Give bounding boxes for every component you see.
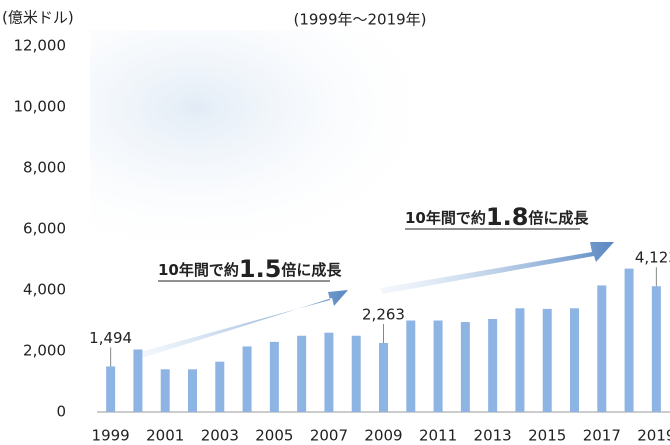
bar (270, 342, 279, 412)
x-tick-label: 1999 (92, 427, 130, 445)
bar (597, 285, 606, 412)
y-axis-label: (億米ドル) (2, 9, 74, 27)
bar (543, 309, 552, 412)
x-tick-label: 2007 (310, 427, 348, 445)
bar (243, 346, 252, 412)
data-label: 2,263 (362, 305, 405, 323)
y-tick-label: 6,000 (23, 220, 66, 238)
data-label: 4,123 (635, 249, 670, 267)
x-tick-label: 2011 (419, 427, 457, 445)
bar (652, 286, 661, 412)
annotation-text: 倍に成長 (281, 261, 342, 279)
y-tick-label: 2,000 (23, 342, 66, 360)
bar (625, 269, 634, 412)
bar (515, 308, 524, 412)
x-tick-label: 2001 (146, 427, 184, 445)
annotation-emphasis: 1.5 (239, 255, 282, 283)
annotation-text: 10年間で約 (405, 209, 486, 227)
x-tick-label: 2013 (474, 427, 512, 445)
y-tick-label: 4,000 (23, 281, 66, 299)
bar (461, 322, 470, 412)
background-decoration (90, 30, 510, 290)
bar (488, 319, 497, 412)
bar (215, 362, 224, 412)
chart: (1999年～2019年) (億米ドル) 10年間で約1.5倍に成長 10年間で… (0, 0, 670, 445)
y-tick-label: 10,000 (14, 98, 67, 116)
x-tick-label: 2005 (255, 427, 293, 445)
x-tick-label: 2009 (364, 427, 402, 445)
bar (352, 336, 361, 412)
y-tick-label: 12,000 (14, 37, 67, 55)
bar (434, 321, 443, 413)
x-tick-label: 2003 (201, 427, 239, 445)
x-tick-label: 2017 (583, 427, 621, 445)
chart-subtitle: (1999年～2019年) (293, 11, 426, 29)
annotation-text: 倍に成長 (528, 209, 589, 227)
x-tick-label: 2019 (637, 427, 670, 445)
bar (324, 333, 333, 412)
data-label: 1,494 (89, 329, 132, 347)
bar (133, 349, 142, 412)
annotation-emphasis: 1.8 (486, 203, 529, 231)
bar (297, 336, 306, 412)
y-tick-label: 8,000 (23, 159, 66, 177)
bar (161, 369, 170, 412)
annotation-text: 10年間で約 (158, 261, 239, 279)
x-tick-label: 2015 (528, 427, 566, 445)
bar (379, 343, 388, 412)
bar (106, 366, 115, 412)
bar (188, 369, 197, 412)
bar (570, 308, 579, 412)
y-tick-label: 0 (56, 403, 66, 421)
bar (406, 321, 415, 413)
